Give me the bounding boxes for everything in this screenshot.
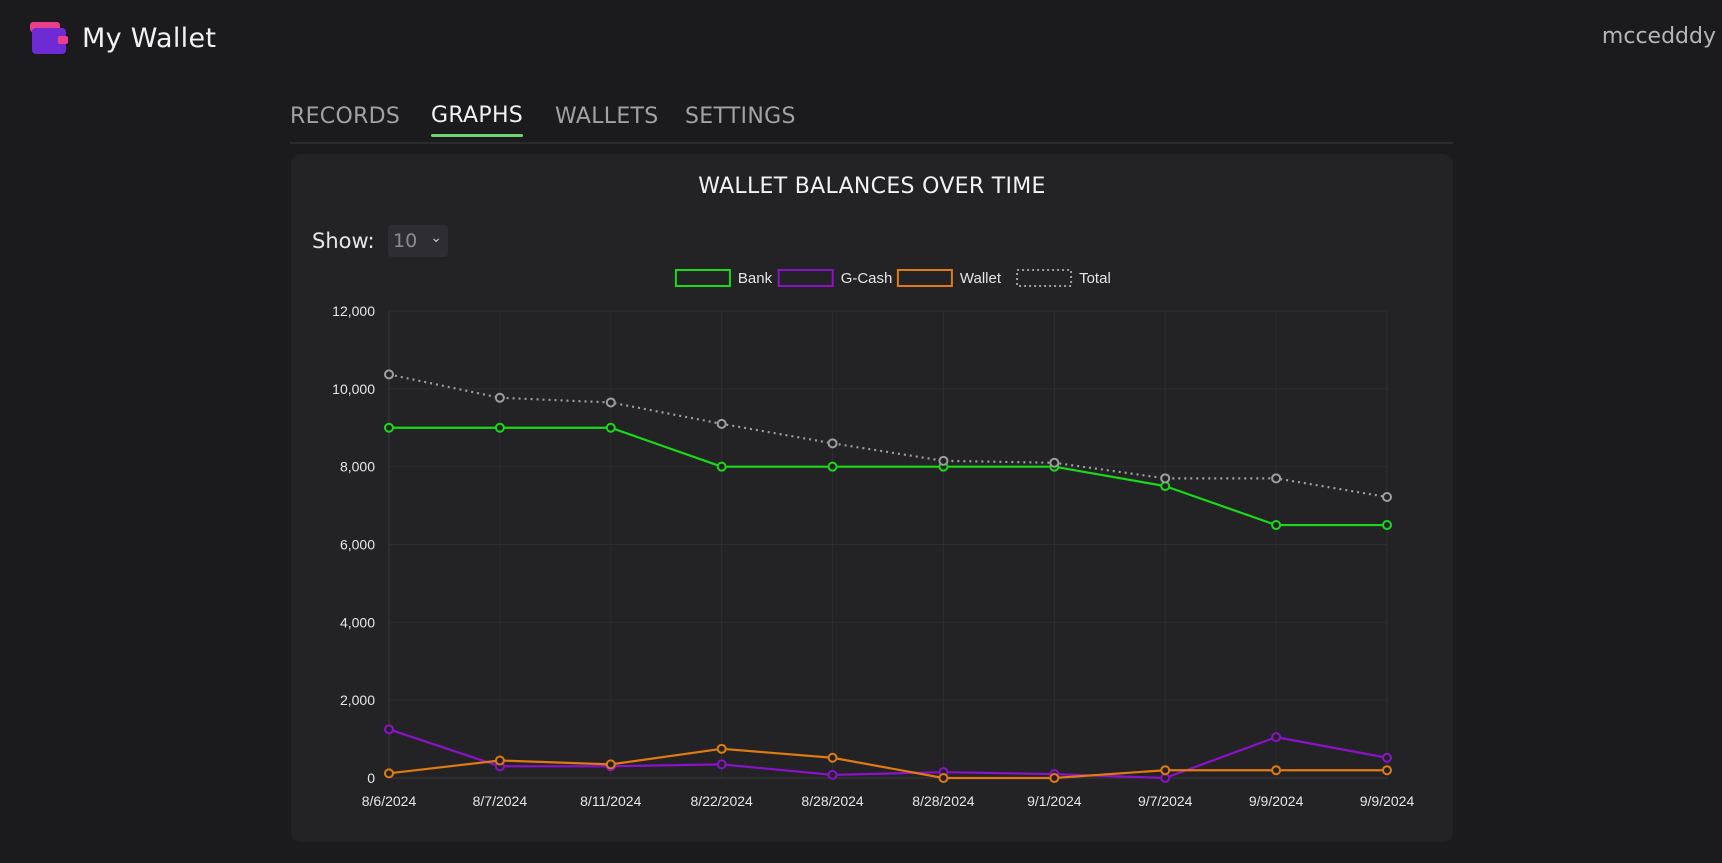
show-count-value: 10 <box>393 230 418 252</box>
chevron-down-icon: ⌄ <box>430 230 442 246</box>
data-point-total[interactable] <box>384 369 394 380</box>
series-line-wallet <box>388 747 1387 780</box>
data-point-wallet[interactable] <box>1049 773 1060 783</box>
x-tick-label: 8/7/2024 <box>473 793 528 809</box>
data-point-wallet[interactable] <box>1160 765 1171 776</box>
data-point-bank[interactable] <box>716 461 727 472</box>
data-point-g-cash[interactable] <box>1382 752 1392 763</box>
tab-settings[interactable]: SETTINGS <box>685 104 796 129</box>
data-point-bank[interactable] <box>827 461 838 472</box>
data-point-total[interactable] <box>605 397 616 408</box>
nav-tabs: RECORDS GRAPHS WALLETS SETTINGS <box>290 100 1453 144</box>
x-tick-label: 9/9/2024 <box>1360 793 1415 809</box>
tab-records[interactable]: RECORDS <box>290 104 401 129</box>
data-point-wallet[interactable] <box>716 743 727 754</box>
data-point-total[interactable] <box>494 392 505 403</box>
y-tick-label: 4,000 <box>340 614 375 630</box>
tab-graphs-label: GRAPHS <box>431 103 524 128</box>
brand[interactable]: My Wallet <box>30 20 216 56</box>
app-title: My Wallet <box>82 22 217 54</box>
legend-swatch-g-cash <box>777 269 834 287</box>
chart-title: WALLET BALANCES OVER TIME <box>698 174 1046 199</box>
data-point-wallet[interactable] <box>938 773 949 783</box>
legend-label-g-cash: G-Cash <box>841 270 893 287</box>
data-point-bank[interactable] <box>1271 520 1282 531</box>
show-count-select[interactable]: 10 ⌄ <box>388 225 448 257</box>
data-point-g-cash[interactable] <box>716 759 727 770</box>
tab-wallets[interactable]: WALLETS <box>555 104 659 129</box>
active-tab-indicator <box>431 134 524 137</box>
data-point-g-cash[interactable] <box>1271 732 1282 743</box>
tab-graphs[interactable]: GRAPHS <box>431 103 524 137</box>
legend-label-total: Total <box>1079 270 1111 287</box>
data-point-total[interactable] <box>1049 457 1060 468</box>
username[interactable]: mccedddy <box>1601 24 1716 49</box>
y-tick-label: 8,000 <box>340 459 375 475</box>
series-line-total <box>388 373 1388 499</box>
data-point-g-cash[interactable] <box>827 769 838 780</box>
x-tick-label: 9/7/2024 <box>1138 793 1193 809</box>
data-point-bank[interactable] <box>605 422 616 433</box>
x-tick-label: 9/9/2024 <box>1249 793 1304 809</box>
legend-item-bank[interactable]: Bank <box>674 269 773 287</box>
data-point-wallet[interactable] <box>827 752 838 763</box>
legend-item-total[interactable]: Total <box>1016 269 1111 287</box>
x-tick-label: 8/28/2024 <box>801 793 863 809</box>
x-tick-label: 9/1/2024 <box>1027 793 1082 809</box>
y-tick-label: 2,000 <box>340 692 375 708</box>
data-point-total[interactable] <box>827 438 838 449</box>
series-line-bank <box>389 426 1387 527</box>
data-point-wallet[interactable] <box>605 759 616 770</box>
data-point-total[interactable] <box>938 455 949 466</box>
legend-item-g-cash[interactable]: G-Cash <box>777 269 893 287</box>
graph-card: WALLET BALANCES OVER TIME Show: 10 ⌄ 0 2,… <box>291 154 1453 842</box>
x-tick-label: 8/11/2024 <box>580 793 641 809</box>
data-point-total[interactable] <box>1271 473 1282 484</box>
legend-swatch-bank <box>674 269 731 287</box>
legend-swatch-wallet <box>896 269 953 287</box>
data-point-bank[interactable] <box>1382 520 1392 531</box>
data-point-g-cash[interactable] <box>384 724 394 735</box>
y-tick-label: 12,000 <box>332 303 375 319</box>
y-tick-label: 0 <box>367 770 375 786</box>
data-point-total[interactable] <box>1160 473 1171 484</box>
y-tick-label: 6,000 <box>340 537 375 553</box>
balances-line-chart: 0 2,000 4,000 6,000 8,000 10,000 12,000 8/6/202… <box>332 269 1415 809</box>
show-label: Show: <box>312 229 375 253</box>
x-tick-label: 8/6/2024 <box>362 793 417 809</box>
legend-swatch-total <box>1016 269 1073 287</box>
series-line-g-cash <box>388 728 1388 780</box>
top-bar: My Wallet mccedddy <box>0 0 1722 80</box>
data-point-wallet[interactable] <box>494 755 505 766</box>
x-tick-label: 8/28/2024 <box>912 793 974 809</box>
wallet-logo-icon <box>30 20 68 56</box>
data-point-total[interactable] <box>1382 492 1392 503</box>
data-point-bank[interactable] <box>494 422 505 433</box>
legend-label-wallet: Wallet <box>960 270 1002 287</box>
data-point-total[interactable] <box>716 418 727 429</box>
data-point-wallet[interactable] <box>384 768 394 779</box>
data-point-wallet[interactable] <box>1271 765 1282 776</box>
x-tick-label: 8/22/2024 <box>691 793 753 809</box>
legend-item-wallet[interactable]: Wallet <box>896 269 1002 287</box>
legend-label-bank: Bank <box>738 270 773 287</box>
data-point-wallet[interactable] <box>1382 765 1392 776</box>
y-tick-label: 10,000 <box>332 381 375 397</box>
data-point-bank[interactable] <box>384 422 394 433</box>
